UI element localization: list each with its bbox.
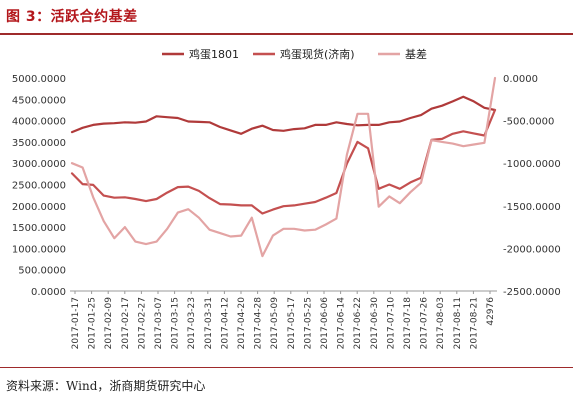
x-axis-tick-label: 2017-06-22 (353, 297, 363, 349)
x-axis-tick-label: 2017-04-20 (237, 297, 247, 350)
right-axis-tick-label: -1500.0000 (503, 202, 561, 213)
right-axis-tick-label: -1000.0000 (503, 159, 561, 170)
source-bar: 资料来源：Wind，浙商期货研究中心 (0, 367, 573, 407)
series-line-1 (70, 95, 497, 135)
right-axis-tick-label: -2500.0000 (503, 287, 561, 298)
x-axis-tick-label: 2017-08-11 (453, 297, 463, 349)
x-axis-tick-label: 2017-01-17 (71, 297, 81, 349)
left-axis-tick-label: 500.0000 (18, 266, 66, 277)
x-axis-tick-label: 2017-03-07 (154, 297, 164, 349)
source-note: 资料来源：Wind，浙商期货研究中心 (6, 379, 206, 393)
legend-label: 鸡蛋1801 (189, 47, 239, 61)
series-line-3 (70, 76, 497, 258)
left-axis-tick-label: 5000.0000 (12, 74, 66, 85)
x-axis-tick-label: 2017-05-25 (303, 297, 313, 349)
x-axis-tick-label: 2017-05-09 (270, 297, 280, 350)
x-axis-tick-label: 2017-02-09 (104, 297, 114, 350)
left-axis-tick-label: 1000.0000 (12, 244, 66, 255)
left-axis-tick-label: 0.0000 (31, 287, 66, 298)
x-axis-tick-label: 2017-02-17 (121, 297, 131, 349)
x-axis-tick-label: 2017-07-10 (386, 297, 396, 350)
legend-label: 基差 (405, 47, 427, 61)
x-axis-tick-label: 2017-03-23 (187, 297, 197, 349)
x-axis-tick-label: 2017-07-26 (420, 297, 430, 350)
x-axis-tick-label: 2017-03-31 (204, 297, 214, 349)
left-axis-tick-label: 2500.0000 (12, 181, 66, 192)
legend-label: 鸡蛋现货(济南) (280, 47, 355, 61)
x-axis-tick-label: 2017-04-28 (254, 297, 264, 350)
series-line-2 (70, 108, 497, 215)
chart-title: 图 3：活跃合约基差 (6, 9, 138, 25)
x-axis-tick-label: 2017-08-21 (469, 297, 479, 349)
x-axis-tick-label: 2017-01-25 (88, 297, 98, 349)
x-axis-tick-label: 2017-08-03 (436, 297, 446, 349)
left-axis-tick-label: 4000.0000 (12, 117, 66, 128)
x-axis-tick-label: 42976 (486, 297, 496, 326)
x-axis-tick-label: 2017-07-18 (403, 297, 413, 350)
x-axis-tick-label: 2017-06-06 (320, 297, 330, 350)
x-axis-tick-label: 2017-06-14 (337, 297, 347, 350)
title-bar: 图 3：活跃合约基差 (0, 0, 573, 35)
left-axis-tick-label: 4500.0000 (12, 95, 66, 106)
x-axis-tick-label: 2017-04-12 (220, 297, 230, 349)
left-axis-tick-label: 3000.0000 (12, 159, 66, 170)
x-axis-tick-label: 2017-05-17 (287, 297, 297, 349)
x-axis-tick-label: 2017-06-30 (370, 297, 380, 350)
left-axis-tick-label: 2000.0000 (12, 202, 66, 213)
right-axis-tick-label: -500.0000 (503, 117, 554, 128)
left-axis-tick-label: 1500.0000 (12, 223, 66, 234)
x-axis-tick-label: 2017-03-15 (171, 297, 181, 349)
left-axis-tick-label: 3500.0000 (12, 138, 66, 149)
x-axis-tick-label: 2017-02-27 (137, 297, 147, 349)
right-axis-tick-label: -2000.0000 (503, 244, 561, 255)
right-axis-tick-label: 0.0000 (503, 74, 538, 85)
